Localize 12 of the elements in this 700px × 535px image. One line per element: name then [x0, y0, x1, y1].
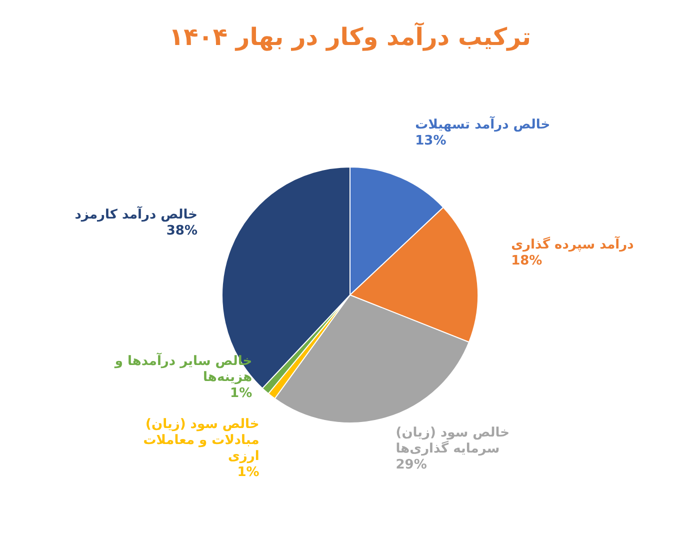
data-label: 18% — [511, 253, 542, 268]
slice-label: خالص درآمد تسهیلات — [415, 115, 550, 132]
slice-label: خالص سود (زیان) سرمایه گذاری‌ها — [396, 425, 510, 456]
data-label: 1% — [230, 386, 252, 402]
chart-title: ترکیب درآمد وکار در بهار ۱۴۰۴ — [168, 22, 532, 51]
slice-label: خالص درآمد کارمزد — [74, 206, 198, 223]
slice-label: خالص سود (زیان) مبادلات و معاملات ارزی — [143, 416, 260, 464]
data-label: 29% — [396, 457, 427, 472]
data-label: 38% — [166, 224, 198, 239]
data-label: 13% — [415, 133, 446, 148]
slice-label: درآمد سپرده گذاری — [511, 235, 634, 252]
data-label: 1% — [237, 464, 260, 480]
